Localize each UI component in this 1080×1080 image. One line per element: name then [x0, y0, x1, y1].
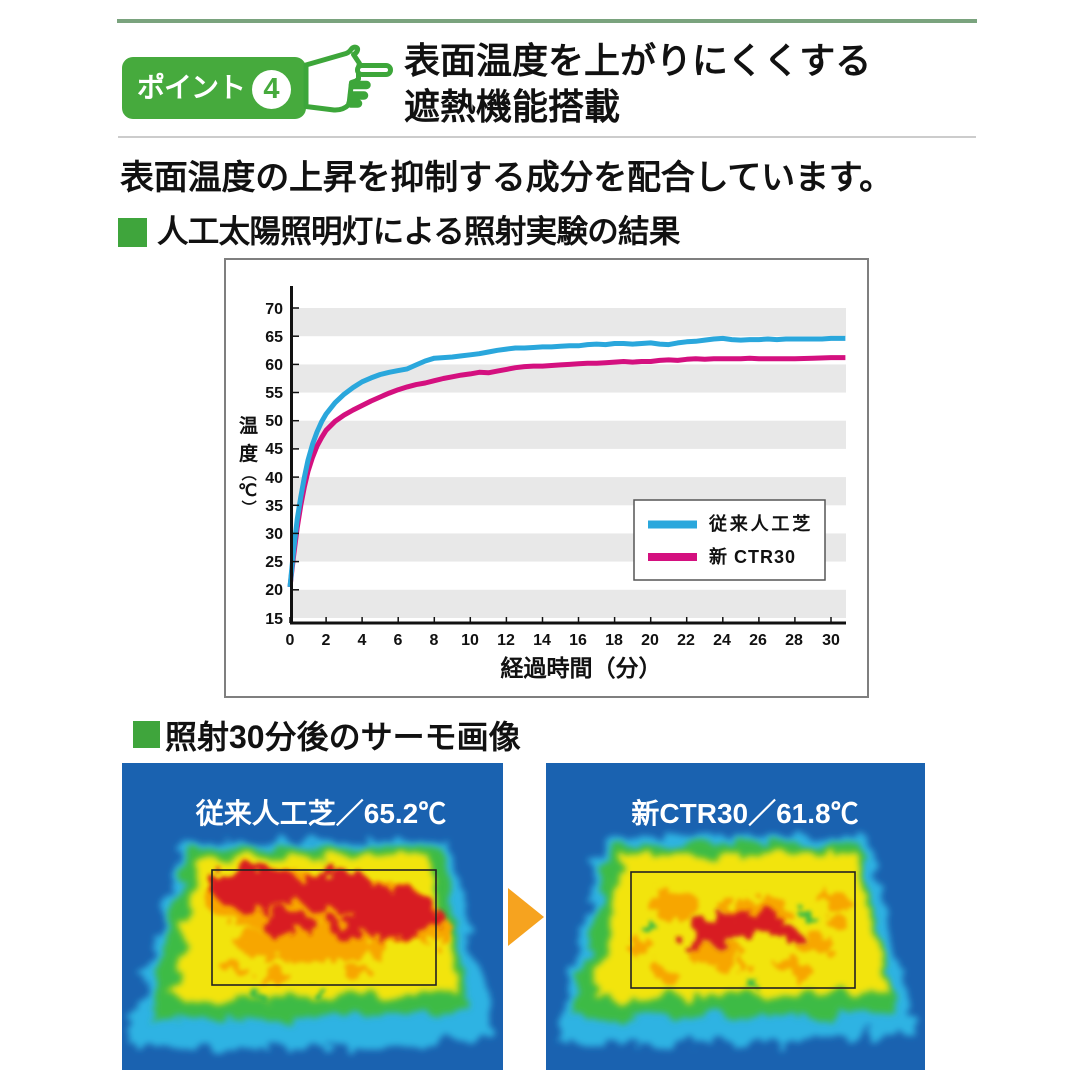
svg-text:35: 35 [265, 498, 283, 515]
svg-text:25: 25 [265, 554, 283, 571]
svg-text:従来人工芝: 従来人工芝 [708, 513, 813, 534]
svg-text:50: 50 [265, 413, 283, 430]
svg-text:30: 30 [822, 632, 840, 649]
svg-text:40: 40 [265, 470, 283, 487]
svg-text:28: 28 [785, 632, 803, 649]
svg-text:従来人工芝／65.2℃: 従来人工芝／65.2℃ [195, 798, 447, 829]
svg-text:14: 14 [533, 632, 551, 649]
svg-text:22: 22 [677, 632, 695, 649]
svg-text:経過時間（分）: 経過時間（分） [501, 655, 662, 681]
svg-text:65: 65 [265, 329, 283, 346]
svg-text:新CTR30／61.8℃: 新CTR30／61.8℃ [631, 798, 858, 829]
svg-text:8: 8 [430, 632, 439, 649]
svg-text:70: 70 [265, 301, 283, 318]
svg-text:60: 60 [265, 357, 283, 374]
svg-text:20: 20 [641, 632, 659, 649]
svg-text:0: 0 [286, 632, 295, 649]
svg-text:26: 26 [749, 632, 767, 649]
svg-text:24: 24 [713, 632, 731, 649]
svg-text:新 CTR30: 新 CTR30 [709, 546, 796, 567]
svg-text:16: 16 [569, 632, 587, 649]
svg-text:45: 45 [265, 441, 283, 458]
svg-text:15: 15 [265, 611, 283, 628]
svg-text:12: 12 [497, 632, 515, 649]
svg-text:55: 55 [265, 385, 283, 402]
svg-text:2: 2 [322, 632, 331, 649]
svg-text:4: 4 [358, 632, 367, 649]
svg-text:6: 6 [394, 632, 403, 649]
svg-text:20: 20 [265, 582, 283, 599]
svg-text:18: 18 [605, 632, 623, 649]
svg-text:10: 10 [461, 632, 479, 649]
svg-text:30: 30 [265, 526, 283, 543]
